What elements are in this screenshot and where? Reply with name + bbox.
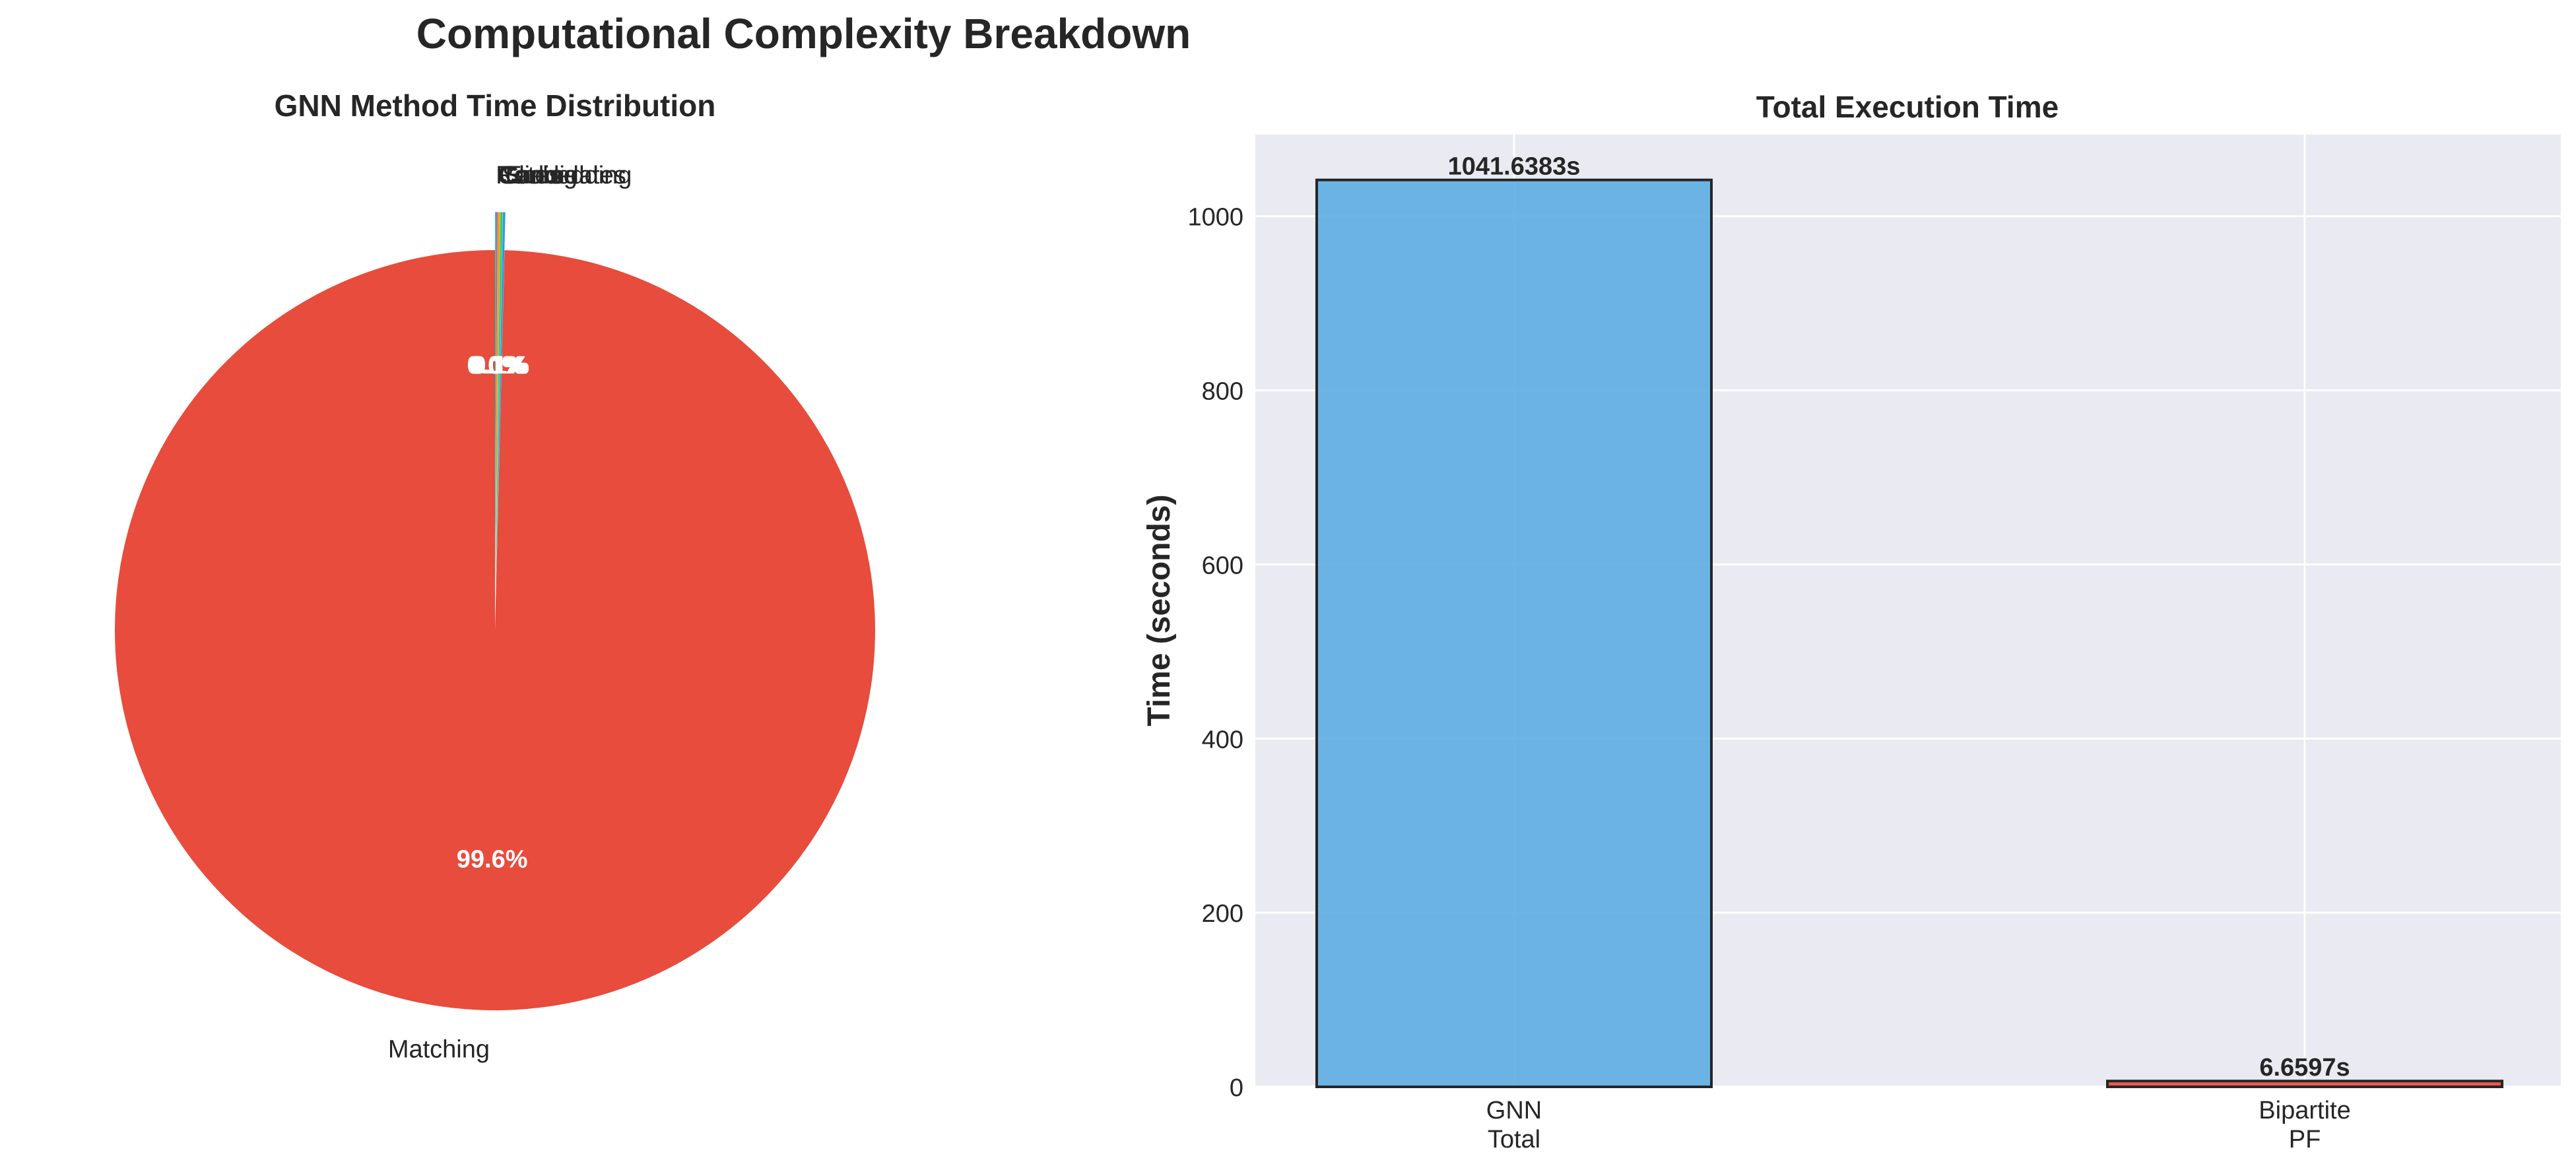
pie-pct-label-matching: 99.6% <box>457 846 528 874</box>
bar-value-label-bipartite-pf: 6.6597s <box>2259 1054 2350 1082</box>
y-tick-label-0: 0 <box>1230 1074 1243 1102</box>
x-tick-label-line: GNN <box>1486 1097 1542 1124</box>
pie-slices <box>114 212 875 1011</box>
y-tick-label-400: 400 <box>1202 726 1243 754</box>
y-tick-label-200: 200 <box>1202 900 1243 928</box>
pie-pct-label-coarse: 0.0% <box>468 352 525 379</box>
pie-slice-coarse <box>495 212 498 593</box>
y-tick-label-800: 800 <box>1202 378 1243 406</box>
pie-slice-matching <box>114 250 875 1011</box>
bar-ticks: 0 200 400 600 800 1000 GNN Total Bipartite PF <box>1187 204 2350 1153</box>
pie-category-label-coarse: Coarse <box>497 162 578 189</box>
pie-category-label-embedding: Embedding <box>505 162 632 189</box>
pie-category-label-candidates: Candidates <box>500 162 626 189</box>
pie-pct-label-candidates: 0.1% <box>469 352 526 379</box>
pie-category-label-sliding: Sliding <box>502 162 578 189</box>
bar-ylabel: Time (seconds) <box>1142 494 1177 726</box>
x-tick-label-line: Total <box>1488 1126 1540 1153</box>
pie-slice-sliding <box>495 212 503 593</box>
pie-category-label-rates: Rates <box>496 162 561 189</box>
pie-slice-rates <box>495 212 496 593</box>
bar-gnn-total <box>1315 178 1713 1089</box>
bar-bars: 1041.6383s 6.6597s <box>1315 153 2503 1089</box>
figure-title: Computational Complexity Breakdown <box>416 10 1191 57</box>
pie-chart: GNN Method Time Distribution 99.6% Matchi… <box>114 88 875 1064</box>
x-tick-label-gnn-total: GNN Total <box>1486 1097 1542 1153</box>
pie-title: GNN Method Time Distribution <box>275 88 716 123</box>
pie-pct-label-embedding: 0.1% <box>473 352 530 379</box>
y-tick-label-1000: 1000 <box>1187 204 1243 232</box>
pie-pct-label-rates: 0.0% <box>467 352 524 379</box>
x-tick-label-line: PF <box>2289 1126 2321 1153</box>
pie-pct-label-sliding: 0.1% <box>471 352 528 379</box>
y-tick-label-600: 600 <box>1202 552 1243 579</box>
bar-title: Total Execution Time <box>1756 90 2059 124</box>
pie-category-label-matching: Matching <box>388 1036 490 1064</box>
x-tick-label-bipartite-pf: Bipartite PF <box>2259 1097 2350 1153</box>
pie-slice-candidates <box>495 212 500 593</box>
bar-value-label-gnn-total: 1041.6383s <box>1448 153 1581 181</box>
bar-bipartite-pf <box>2106 1080 2503 1089</box>
pie-slice-embedding <box>496 212 506 593</box>
pie-labels: 99.6%Matching0.1%Embedding0.1%Sliding0.1… <box>388 162 632 1064</box>
x-tick-label-line: Bipartite <box>2259 1097 2350 1124</box>
